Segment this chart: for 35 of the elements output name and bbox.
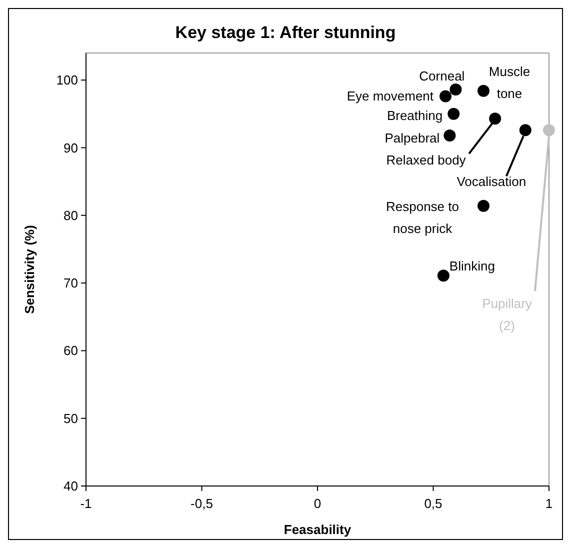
x-tick-label: -1 — [80, 496, 92, 511]
annotation: Pupillary (2) — [482, 296, 532, 334]
annotation: Muscle tone — [488, 64, 530, 101]
point — [444, 130, 456, 142]
chart-title: Key stage 1: After stunning — [175, 23, 396, 42]
point — [477, 200, 490, 212]
point — [450, 84, 462, 96]
y-tick-label: 40 — [64, 478, 78, 494]
y-axis-title: Sensitivity (%) — [22, 225, 37, 314]
point — [437, 270, 450, 282]
annotation: Vocalisation — [456, 174, 526, 190]
y-tick-label: 80 — [64, 208, 78, 223]
y-tick-label: 60 — [64, 343, 78, 358]
y-tick-label: 50 — [64, 410, 78, 426]
x-tick-label: 0,5 — [424, 496, 442, 511]
x-tick-label: 0 — [314, 496, 322, 511]
point — [489, 112, 502, 125]
point — [440, 90, 452, 102]
y-tick-label: 90 — [64, 140, 78, 156]
x-axis-title: Feasability — [284, 522, 352, 537]
annotation: Breathing — [386, 108, 443, 123]
point — [448, 108, 460, 120]
annotation: Eye movement — [346, 88, 434, 104]
point — [519, 124, 532, 136]
y-tick-label: 100 — [56, 72, 78, 88]
x-tick-label: 1 — [545, 496, 553, 511]
annotation: Blinking — [449, 258, 495, 274]
annotation: Relaxed body — [386, 152, 466, 168]
point — [477, 84, 490, 97]
x-tick-label: -0,5 — [190, 496, 213, 511]
annotation: Corneal — [419, 68, 465, 84]
y-tick-label: 70 — [64, 276, 78, 291]
point — [543, 124, 555, 136]
annotation: Palpebral — [384, 130, 440, 146]
annotation: Response to nose prick — [386, 198, 459, 236]
